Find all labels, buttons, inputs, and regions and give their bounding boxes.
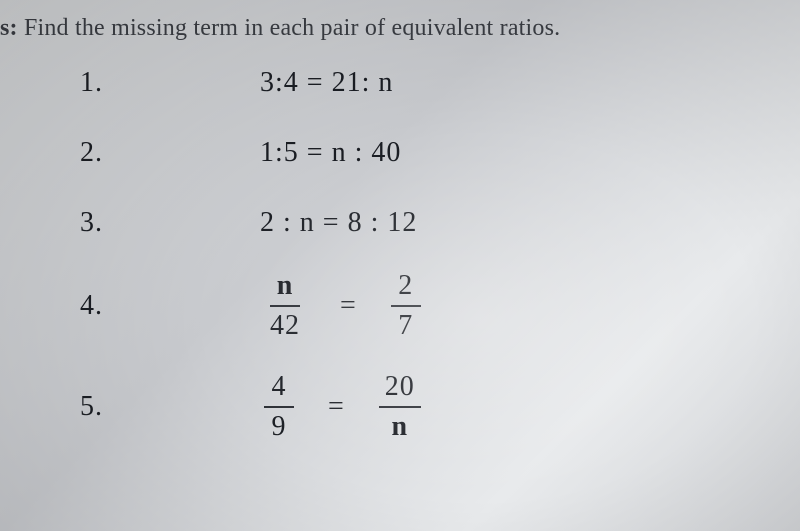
numerator: 20: [379, 370, 421, 408]
denominator: 42: [264, 307, 306, 343]
numerator: 4: [264, 370, 294, 408]
problem-number: 2.: [80, 137, 260, 169]
problem-list: 1. 3:4 = 21: n 2. 1:5 = n : 40 3. 2 : n …: [0, 67, 770, 443]
numerator: 2: [391, 269, 421, 307]
instructions-line: s: Find the missing term in each pair of…: [0, 15, 770, 42]
problem-number: 1.: [80, 67, 260, 99]
problem-number: 3.: [80, 207, 260, 239]
denominator: n: [385, 408, 415, 444]
problem-number: 5.: [80, 391, 260, 423]
worksheet-page: s: Find the missing term in each pair of…: [0, 0, 800, 463]
fraction-right: 2 7: [391, 269, 421, 342]
problem-equation: n 42 = 2 7: [260, 269, 425, 342]
instructions-text: Find the missing term in each pair of eq…: [24, 15, 560, 41]
problem-number: 4.: [80, 290, 260, 322]
equals-sign: =: [328, 391, 345, 423]
fraction-left: n 42: [264, 269, 306, 342]
problem-1: 1. 3:4 = 21: n: [80, 67, 770, 99]
equals-sign: =: [340, 290, 357, 322]
problem-equation: 4 9 = 20 n: [260, 370, 425, 443]
problem-equation: 2 : n = 8 : 12: [260, 207, 417, 239]
denominator: 7: [391, 307, 421, 343]
denominator: 9: [264, 408, 294, 444]
numerator: n: [270, 269, 300, 307]
problem-3: 3. 2 : n = 8 : 12: [80, 207, 770, 239]
problem-2: 2. 1:5 = n : 40: [80, 137, 770, 169]
fraction-right: 20 n: [379, 370, 421, 443]
problem-5: 5. 4 9 = 20 n: [80, 370, 770, 443]
problem-equation: 1:5 = n : 40: [260, 137, 401, 169]
instructions-prefix: s:: [0, 15, 18, 41]
fraction-left: 4 9: [264, 370, 294, 443]
problem-equation: 3:4 = 21: n: [260, 67, 393, 99]
problem-4: 4. n 42 = 2 7: [80, 269, 770, 342]
